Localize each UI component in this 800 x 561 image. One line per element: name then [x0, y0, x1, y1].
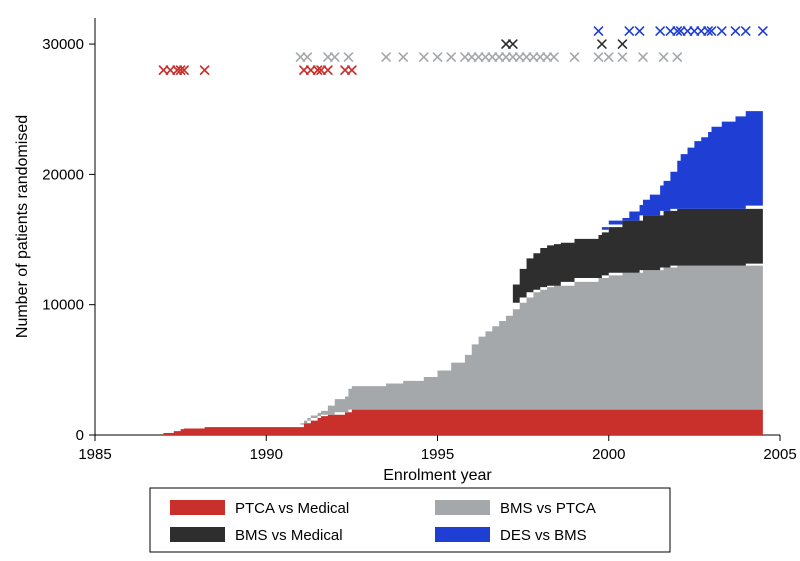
marker-ptca_medical — [307, 66, 315, 74]
marker-ptca_medical — [160, 66, 168, 74]
marker-bms_ptca — [516, 53, 524, 61]
marker-bms_ptca — [594, 53, 602, 61]
marker-bms_ptca — [481, 53, 489, 61]
x-tick-label: 1990 — [250, 446, 283, 463]
legend-label-des_bms: DES vs BMS — [500, 527, 587, 544]
marker-bms_medical — [598, 40, 606, 48]
marker-bms_ptca — [468, 53, 476, 61]
chart-svg: 1985 1990 1995 2000 2005 0 10000 20000 30000 Enro… — [0, 0, 800, 561]
marker-ptca_medical — [324, 66, 332, 74]
marker-bms_medical — [502, 40, 510, 48]
legend-swatch-bms_medical — [170, 527, 225, 542]
marker-ptca_medical — [348, 66, 356, 74]
marker-bms_ptca — [324, 53, 332, 61]
marker-des_bms — [697, 27, 705, 35]
marker-des_bms — [666, 27, 674, 35]
legend-box — [150, 488, 670, 552]
legend-swatch-ptca_medical — [170, 500, 225, 515]
marker-des_bms — [718, 27, 726, 35]
marker-des_bms — [759, 27, 767, 35]
marker-des_bms — [684, 27, 692, 35]
marker-bms_ptca — [461, 53, 469, 61]
marker-bms_ptca — [382, 53, 390, 61]
legend-label-ptca_medical: PTCA vs Medical — [235, 500, 349, 517]
marker-bms_ptca — [509, 53, 517, 61]
marker-ptca_medical — [201, 66, 209, 74]
marker-bms_ptca — [420, 53, 428, 61]
y-axis-title: Number of patients randomised — [14, 115, 31, 338]
marker-bms_ptca — [399, 53, 407, 61]
marker-bms_ptca — [618, 53, 626, 61]
marker-des_bms — [690, 27, 698, 35]
marker-bms_ptca — [502, 53, 510, 61]
marker-bms_ptca — [344, 53, 352, 61]
x-tick-label: 2000 — [592, 446, 625, 463]
legend-swatch-bms_ptca — [435, 500, 490, 515]
marker-bms_ptca — [605, 53, 613, 61]
marker-des_bms — [636, 27, 644, 35]
marker-bms_ptca — [639, 53, 647, 61]
marker-bms_ptca — [523, 53, 531, 61]
marker-bms_ptca — [660, 53, 668, 61]
marker-bms_ptca — [529, 53, 537, 61]
marker-des_bms — [625, 27, 633, 35]
marker-bms_ptca — [297, 53, 305, 61]
marker-bms_medical — [618, 40, 626, 48]
marker-bms_medical — [509, 40, 517, 48]
marker-bms_ptca — [488, 53, 496, 61]
marker-bms_ptca — [331, 53, 339, 61]
marker-bms_ptca — [475, 53, 483, 61]
chart-root: 1985 1990 1995 2000 2005 0 10000 20000 30000 Enro… — [0, 0, 800, 561]
x-tick-label: 1985 — [78, 446, 111, 463]
marker-ptca_medical — [341, 66, 349, 74]
marker-ptca_medical — [300, 66, 308, 74]
y-tick-label: 10000 — [42, 297, 84, 314]
marker-des_bms — [731, 27, 739, 35]
x-tick-label: 2005 — [763, 446, 796, 463]
marker-bms_ptca — [543, 53, 551, 61]
marker-des_bms — [594, 27, 602, 35]
marker-bms_ptca — [303, 53, 311, 61]
marker-bms_ptca — [434, 53, 442, 61]
marker-bms_ptca — [495, 53, 503, 61]
marker-bms_ptca — [673, 53, 681, 61]
y-tick-label: 20000 — [42, 166, 84, 183]
area-ptca_medical — [164, 410, 763, 435]
marker-bms_ptca — [536, 53, 544, 61]
marker-ptca_medical — [166, 66, 174, 74]
legend-swatch-des_bms — [435, 527, 490, 542]
marker-bms_ptca — [447, 53, 455, 61]
marker-des_bms — [742, 27, 750, 35]
y-tick-label: 30000 — [42, 36, 84, 53]
marker-bms_ptca — [571, 53, 579, 61]
marker-des_bms — [656, 27, 664, 35]
x-axis-title: Enrolment year — [383, 467, 492, 484]
marker-bms_ptca — [550, 53, 558, 61]
legend-label-bms_medical: BMS vs Medical — [235, 527, 343, 544]
legend-label-bms_ptca: BMS vs PTCA — [500, 500, 596, 517]
x-tick-label: 1995 — [421, 446, 454, 463]
y-tick-label: 0 — [76, 427, 84, 444]
